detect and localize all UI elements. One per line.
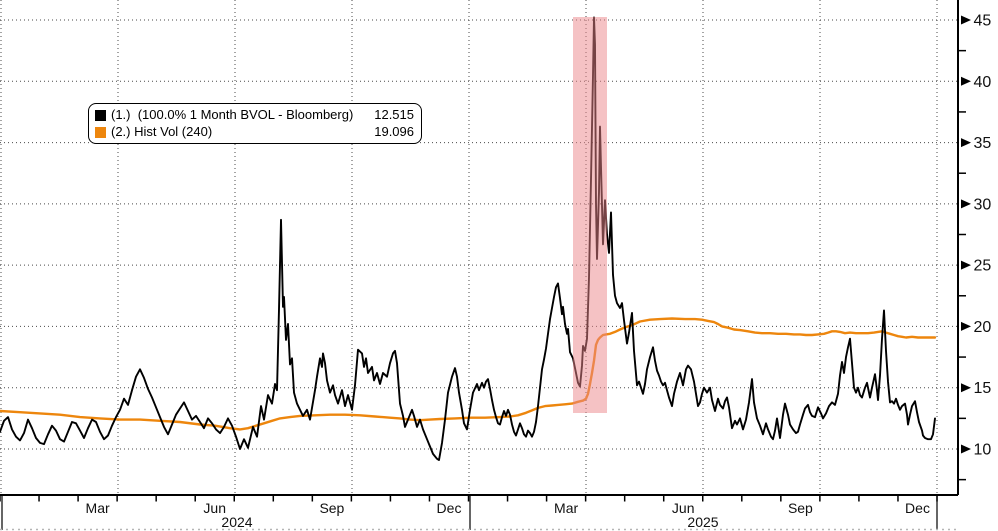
x-axis-month-label: Sep <box>788 500 813 516</box>
y-axis-tick-label: 10 <box>974 441 992 458</box>
y-axis-arrow-icon <box>961 199 971 209</box>
y-axis-arrow-icon <box>961 15 971 25</box>
x-axis-month-label: Sep <box>319 500 344 516</box>
y-axis-tick-label: 20 <box>974 319 992 336</box>
bvol-line <box>0 16 936 461</box>
x-axis-month-label: Dec <box>905 500 930 516</box>
y-axis-arrow-icon <box>961 383 971 393</box>
y-axis-tick-label: 15 <box>974 380 992 397</box>
legend-item-bvol: (1.) (100.0% 1 Month BVOL - Bloomberg) 1… <box>95 107 414 123</box>
y-axis-arrow-icon <box>961 260 971 270</box>
y-axis-tick-label: 35 <box>974 135 992 152</box>
x-axis-year-label: 2024 <box>221 514 252 530</box>
series-1-label: (1.) (100.0% 1 Month BVOL - Bloomberg) <box>111 107 354 122</box>
y-axis-tick-label: 25 <box>974 258 992 275</box>
highlight-band <box>573 17 607 413</box>
x-axis-month-label: Mar <box>86 500 110 516</box>
x-axis-month-label: Dec <box>437 500 462 516</box>
x-axis-month-label: Jun <box>672 500 695 516</box>
x-axis-month-label: Jun <box>203 500 226 516</box>
legend-box: (1.) (100.0% 1 Month BVOL - Bloomberg) 1… <box>88 103 422 144</box>
y-axis-tick-label: 30 <box>974 196 992 213</box>
series-2-swatch <box>95 126 106 138</box>
y-axis-arrow-icon <box>961 321 971 331</box>
y-axis-tick-label: 45 <box>974 13 992 30</box>
histvol-line <box>0 317 937 431</box>
y-axis-arrow-icon <box>961 138 971 148</box>
legend-item-histvol: (2.) Hist Vol (240) 19.096 <box>95 124 414 140</box>
x-axis-month-label: Mar <box>554 500 578 516</box>
series-1-swatch <box>95 109 106 121</box>
y-axis-arrow-icon <box>961 76 971 86</box>
series-2-value: 19.096 <box>374 124 414 139</box>
x-axis-year-label: 2025 <box>687 514 718 530</box>
series-1-value: 12.515 <box>374 107 414 122</box>
y-axis-arrow-icon <box>961 444 971 454</box>
series-2-label: (2.) Hist Vol (240) <box>111 124 213 139</box>
y-axis-tick-label: 40 <box>974 74 992 91</box>
